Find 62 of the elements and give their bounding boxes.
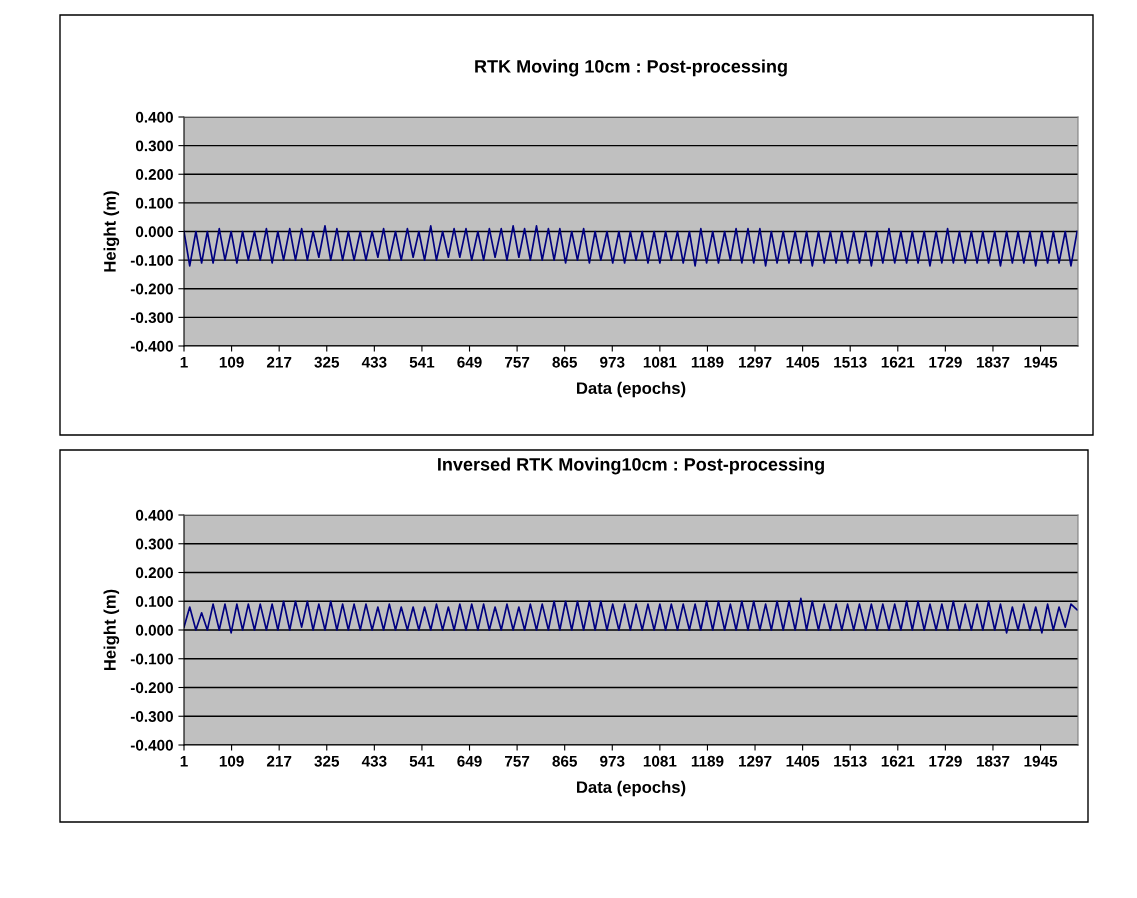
y-tick-label: 0.300 (135, 538, 173, 550)
x-tick-label: 1729 (929, 356, 962, 368)
x-axis-title: Data (epochs) (577, 780, 686, 797)
x-tick-label: 433 (361, 755, 387, 767)
y-tick-label: -0.100 (130, 653, 173, 665)
x-tick-label: 1513 (834, 356, 867, 368)
x-tick-label: 325 (314, 356, 340, 368)
y-tick-label: 0.200 (135, 169, 173, 180)
x-tick-label: 1729 (929, 755, 962, 767)
chart-title: Inversed RTK Moving10cm : Post-processing (438, 457, 824, 475)
x-tick-label: 1081 (643, 356, 677, 368)
y-tick-label: 0.000 (135, 624, 173, 636)
x-tick-label: 1945 (1024, 755, 1058, 767)
x-tick-label: 1 (180, 356, 188, 368)
x-tick-label: 1945 (1024, 356, 1058, 368)
x-tick-label: 1189 (691, 755, 724, 767)
y-axis-title: Height (m) (103, 589, 120, 671)
y-tick-label: -0.300 (130, 711, 173, 722)
x-tick-label: 1 (180, 755, 188, 767)
x-tick-label: 109 (219, 356, 244, 368)
y-tick-label: 0.100 (135, 197, 173, 209)
y-tick-label: -0.400 (130, 739, 173, 751)
x-tick-label: 325 (314, 755, 340, 767)
x-tick-label: 541 (409, 356, 435, 368)
y-tick-label: -0.200 (130, 682, 173, 694)
chart-title: RTK Moving 10cm : Post-processing (475, 59, 787, 77)
y-tick-label: 0.400 (135, 509, 173, 521)
y-tick-label: 0.200 (135, 567, 173, 579)
x-tick-label: 649 (457, 356, 482, 368)
x-tick-label: 1621 (881, 755, 915, 767)
y-tick-label: -0.100 (130, 254, 173, 266)
x-tick-label: 1513 (834, 755, 867, 767)
x-tick-label: 973 (600, 356, 625, 368)
y-tick-label: 0.300 (135, 140, 173, 152)
y-tick-label: -0.300 (130, 312, 173, 324)
x-tick-label: 649 (457, 755, 482, 767)
x-tick-label: 1297 (739, 755, 772, 767)
x-axis-title: Data (epochs) (577, 381, 686, 398)
y-tick-label: 0.400 (135, 111, 173, 123)
y-tick-label: -0.200 (130, 283, 173, 295)
x-tick-label: 1837 (976, 356, 1010, 368)
x-tick-label: 217 (266, 755, 292, 767)
y-tick-label: -0.400 (130, 340, 173, 352)
x-tick-label: 757 (505, 356, 530, 368)
x-tick-label: 757 (505, 755, 530, 767)
x-tick-label: 1621 (881, 356, 915, 368)
x-tick-label: 433 (361, 356, 387, 368)
x-tick-label: 541 (409, 755, 435, 767)
x-tick-label: 865 (552, 755, 578, 767)
x-tick-label: 109 (219, 755, 244, 767)
x-tick-label: 1837 (976, 755, 1010, 767)
x-tick-label: 865 (552, 356, 578, 368)
x-tick-label: 1405 (786, 356, 820, 368)
y-tick-label: 0.000 (135, 226, 173, 238)
y-axis-title: Height (m) (103, 191, 120, 272)
x-tick-label: 973 (600, 755, 625, 767)
y-tick-label: 0.100 (135, 596, 173, 607)
x-tick-label: 1081 (643, 755, 677, 767)
x-tick-label: 1189 (691, 356, 724, 368)
x-tick-label: 1297 (739, 356, 772, 368)
x-tick-label: 217 (266, 356, 292, 368)
x-tick-label: 1405 (786, 755, 820, 767)
